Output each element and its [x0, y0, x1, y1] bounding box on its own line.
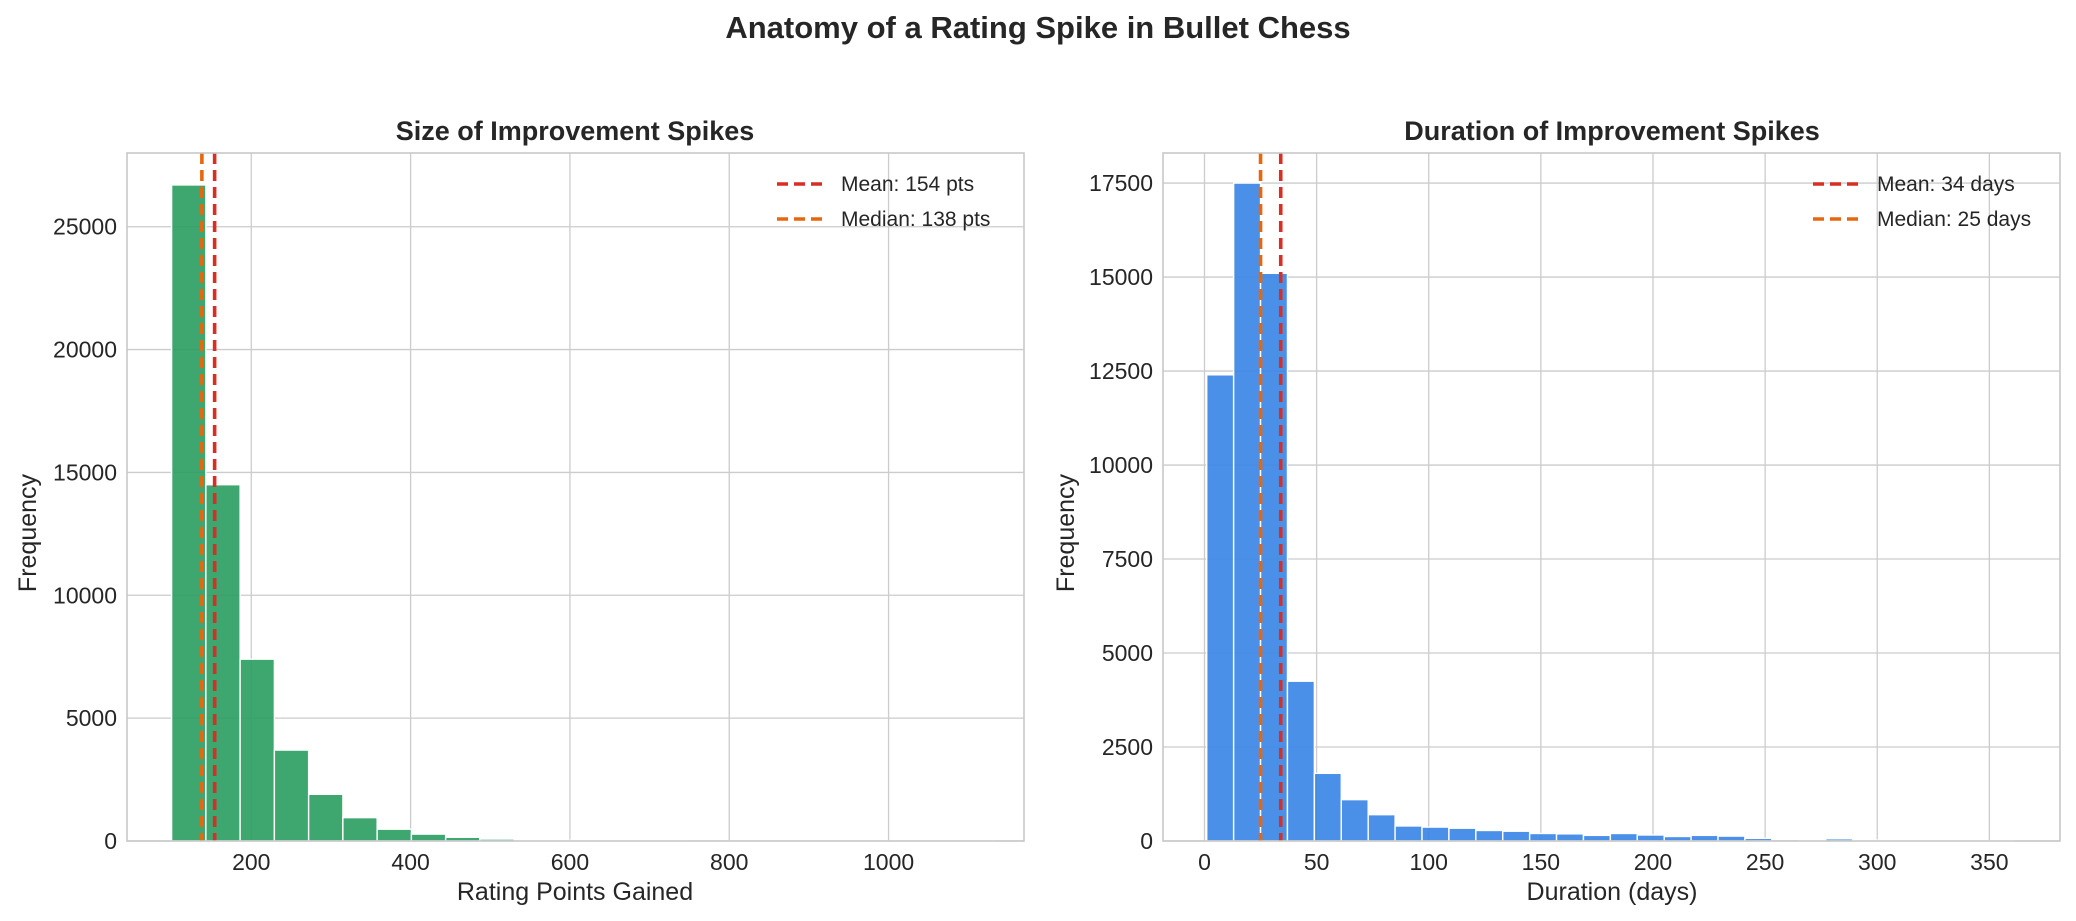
x-tick-label: 300 [1858, 849, 1896, 875]
histogram-bar [1394, 825, 1423, 842]
y-tick-label: 20000 [53, 337, 117, 363]
duration-grid [1163, 153, 2060, 842]
figure-suptitle: Anatomy of a Rating Spike in Bullet Ches… [725, 10, 1350, 45]
histogram-bar [1448, 827, 1477, 842]
duration-legend: Mean: 34 days Median: 25 days [1813, 173, 2031, 231]
histogram-bar [1582, 834, 1612, 842]
histogram-bar [1636, 834, 1665, 842]
x-tick-label: 250 [1746, 849, 1784, 875]
y-tick-label: 25000 [53, 214, 117, 240]
histogram-bar [1555, 833, 1585, 842]
y-tick-label: 0 [104, 828, 117, 854]
size-bars [170, 184, 995, 842]
histogram-bar [376, 828, 413, 842]
size-legend: Mean: 154 pts Median: 138 pts [777, 173, 990, 231]
duration-bars [1206, 182, 2015, 842]
legend-entry: Mean: 154 pts [841, 173, 974, 196]
duration-reference-lines [1258, 153, 1283, 841]
size-histogram-title: Size of Improvement Spikes [396, 116, 755, 146]
histogram-bar [342, 816, 378, 842]
legend-entry: Mean: 34 days [1877, 173, 2015, 196]
legend-entry: Median: 25 days [1877, 208, 2031, 231]
size-reference-lines [200, 153, 217, 841]
duration-axes-frame [1162, 152, 2061, 842]
x-tick-label: 600 [551, 849, 589, 875]
y-tick-label: 17500 [1089, 170, 1153, 196]
histogram-bar [1367, 813, 1396, 842]
y-tick-label: 5000 [66, 705, 117, 731]
histogram-bar [273, 749, 310, 842]
y-tick-label: 12500 [1089, 358, 1153, 384]
y-tick-label: 15000 [53, 459, 117, 485]
histogram-bar [1232, 182, 1262, 842]
histogram-bar [410, 833, 447, 842]
y-tick-label: 15000 [1089, 264, 1153, 290]
y-tick-label: 2500 [1102, 734, 1153, 760]
y-tick-label: 0 [1140, 828, 1153, 854]
x-tick-label: 100 [1410, 849, 1448, 875]
x-tick-label: 400 [391, 849, 429, 875]
duration-histogram-panel: Duration of Improvement Spikes Duration … [1052, 116, 2061, 906]
histogram-bar [307, 793, 344, 842]
histogram-bar [1206, 374, 1235, 842]
y-tick-label: 10000 [53, 582, 117, 608]
x-tick-label: 150 [1522, 849, 1560, 875]
size-histogram-xlabel: Rating Points Gained [457, 878, 693, 906]
duration-histogram-title: Duration of Improvement Spikes [1404, 116, 1820, 146]
histogram-bar [1259, 272, 1289, 842]
x-tick-label: 350 [1970, 849, 2008, 875]
histogram-bar [239, 658, 276, 842]
y-tick-label: 5000 [1102, 640, 1153, 666]
duration-histogram-xlabel: Duration (days) [1527, 878, 1698, 906]
histogram-bar [1690, 834, 1719, 842]
histogram-bar [205, 484, 241, 842]
x-tick-label: 200 [232, 849, 270, 875]
histogram-bar [1340, 798, 1369, 842]
x-tick-label: 200 [1634, 849, 1672, 875]
size-histogram-panel: Size of Improvement Spikes Rating Points… [14, 116, 1025, 906]
size-axes-frame [126, 152, 1025, 842]
legend-entry: Median: 138 pts [841, 208, 990, 231]
histogram-bar [1502, 830, 1531, 842]
x-tick-label: 50 [1304, 849, 1330, 875]
histogram-bar [1421, 826, 1450, 842]
histogram-bar [1313, 772, 1342, 842]
histogram-bar [1609, 832, 1638, 842]
histogram-bar [1286, 680, 1316, 842]
y-tick-label: 10000 [1089, 452, 1153, 478]
duration-tick-labels: 0 50 100 150 200 250 300 350 0 2500 5000 7500 10000 1… [1089, 170, 2009, 875]
size-histogram-ylabel: Frequency [14, 473, 42, 592]
histogram-bar [1528, 832, 1558, 842]
histogram-bar [1475, 829, 1504, 842]
x-tick-label: 0 [1198, 849, 1211, 875]
size-tick-labels: 200 400 600 800 1000050001000015000200002500… [53, 214, 914, 875]
x-tick-label: 800 [710, 849, 748, 875]
y-tick-label: 7500 [1102, 546, 1153, 572]
x-tick-label: 1000 [863, 849, 914, 875]
duration-histogram-ylabel: Frequency [1052, 473, 1080, 592]
